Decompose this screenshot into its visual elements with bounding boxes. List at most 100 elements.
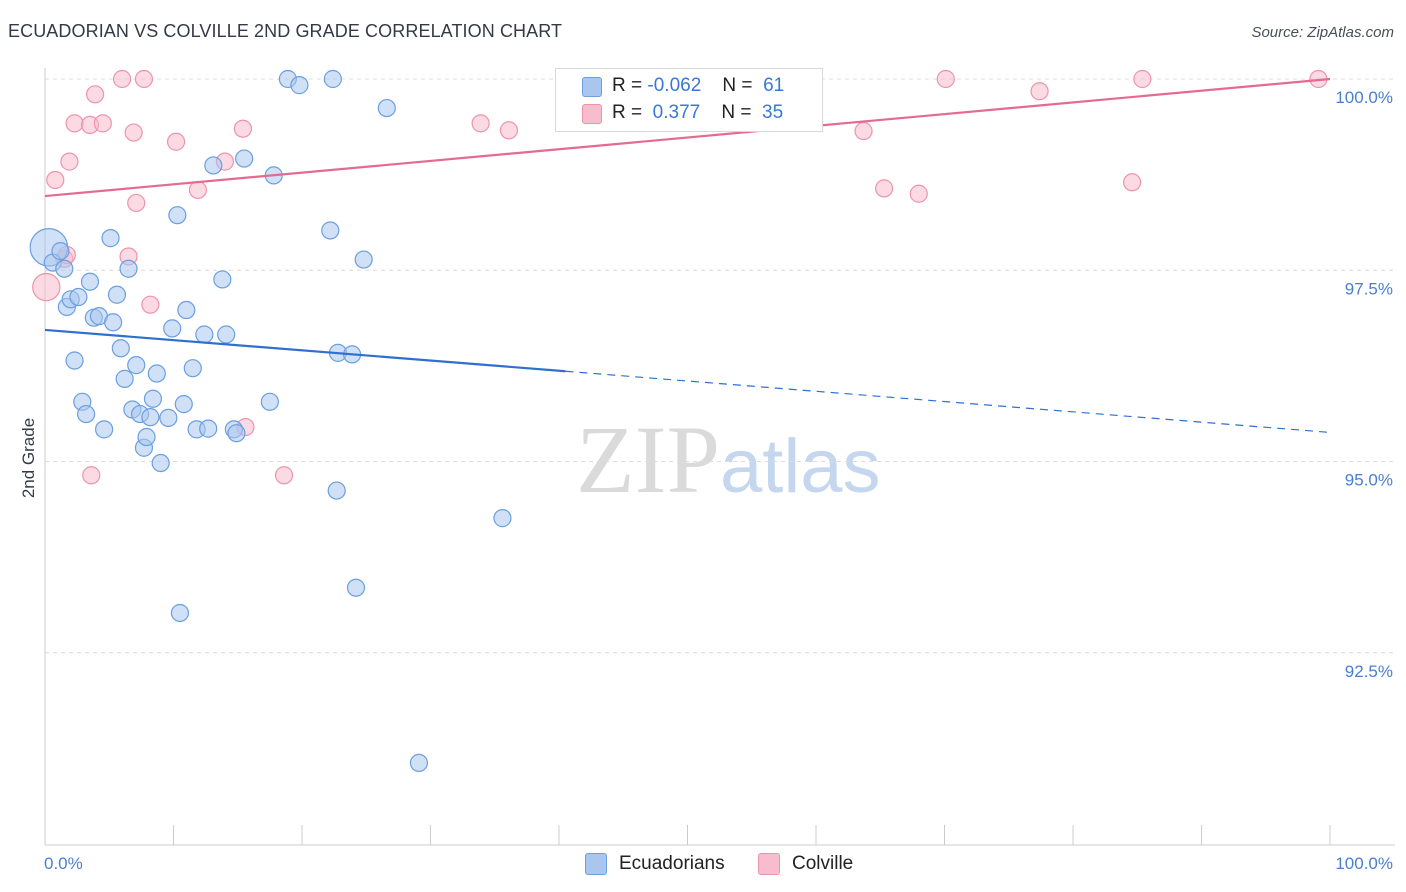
ecuadorian-point — [354, 250, 373, 269]
ecuadorian-trend-line — [44, 328, 566, 373]
ecuadorian-point — [107, 285, 127, 304]
colville-point — [134, 69, 154, 89]
legend-r-value: 0.377 — [647, 102, 701, 123]
ecuadorian-point — [204, 156, 223, 175]
label-layer: 100.0% 97.5% 95.0% 92.5% 0.0% 100.0% 2nd Grade — [19, 88, 1393, 873]
legend-n-label: N = — [721, 102, 752, 123]
ecuadorian-point — [183, 359, 202, 378]
colville-point — [1133, 69, 1152, 89]
ecuadorian-point — [227, 424, 246, 443]
legend-label-ecuadorians: Ecuadorians — [619, 853, 725, 874]
y-tick-label: 92.5% — [1345, 662, 1393, 681]
colville-point — [936, 69, 955, 89]
colville-point — [233, 119, 252, 138]
ecuadorian-point — [195, 325, 214, 344]
legend-n-label: N = — [722, 75, 753, 96]
y-tick-label: 97.5% — [1345, 279, 1393, 298]
ecuadorian-point — [111, 339, 130, 358]
watermark-zip: ZIP — [576, 406, 720, 513]
colville-point — [60, 152, 79, 171]
colville-point — [141, 295, 160, 314]
ecuadorian-point — [69, 287, 88, 307]
ecuadorian-point — [199, 419, 218, 438]
ecuadorian-point — [323, 69, 342, 89]
ecuadorian-point — [127, 356, 146, 375]
y-tick-label: 100.0% — [1335, 88, 1393, 107]
legend-r-label: R = — [612, 75, 643, 96]
points-layer — [29, 69, 1328, 773]
ecuadorian-point — [177, 300, 196, 320]
colville-point — [124, 123, 143, 142]
ecuadorian-point — [77, 404, 96, 424]
ecuadorian-point — [174, 395, 193, 414]
ecuadorian-point — [409, 753, 429, 773]
ecuadorian-point — [377, 98, 396, 118]
ecuadorian-point — [170, 603, 190, 623]
ecuadorian-point — [65, 351, 84, 370]
colville-point — [499, 121, 518, 140]
bottom-legend-colville: Colville — [758, 852, 853, 876]
colville-trend-line — [44, 77, 1331, 198]
colville-point — [1030, 82, 1049, 101]
colville-point — [65, 114, 84, 133]
legend-r-label: R = — [612, 102, 643, 123]
chart-title: ECUADORIAN VS COLVILLE 2ND GRADE CORRELA… — [8, 21, 563, 41]
ecuadorian-point — [159, 408, 178, 427]
y-tick-label: 95.0% — [1345, 471, 1393, 490]
y-axis-label: 2nd Grade — [19, 418, 38, 498]
x-tick-label: 100.0% — [1335, 854, 1393, 873]
ecuadorian-point — [213, 270, 232, 289]
legend-row-colville: R = 0.377 N = 35 — [612, 102, 783, 124]
ecuadorian-point — [115, 369, 134, 388]
colville-point — [46, 170, 65, 190]
colville-point — [1123, 173, 1142, 192]
colville-point — [875, 179, 894, 198]
colville-point — [93, 114, 112, 133]
legend-r-value: -0.062 — [647, 75, 702, 96]
ecuadorian-point — [137, 427, 156, 447]
colville-point — [82, 466, 101, 485]
colville-point — [86, 85, 105, 104]
ecuadorian-point — [101, 229, 120, 248]
ecuadorian-point — [147, 364, 166, 383]
colville-point — [909, 184, 928, 203]
legend-swatch-colville-bottom — [758, 853, 780, 875]
ecuadorian-point — [217, 325, 236, 344]
colville-point — [854, 121, 873, 141]
ecuadorian-point — [346, 578, 366, 597]
colville-point — [188, 180, 208, 200]
colville-point — [166, 132, 186, 151]
ecuadorian-point — [80, 272, 100, 291]
ecuadorian-point — [104, 313, 123, 332]
legend-swatch-ecuadorians — [582, 77, 602, 97]
ecuadorian-point — [168, 206, 187, 225]
ecuadorian-point — [151, 453, 170, 473]
ecuadorian-point — [290, 76, 309, 95]
legend-n-value: 35 — [762, 102, 784, 123]
legend-swatch-colville — [582, 104, 602, 124]
colville-point — [32, 272, 61, 302]
ecuadorian-trend-extension — [565, 370, 1331, 434]
axis-layer — [44, 68, 1395, 846]
watermark-atlas: atlas — [720, 424, 881, 509]
ecuadorian-point — [119, 259, 138, 278]
ecuadorian-point — [493, 509, 512, 528]
colville-point — [471, 114, 490, 133]
ecuadorian-point — [163, 319, 182, 338]
legend-label-colville: Colville — [792, 853, 854, 874]
legend-row-ecuadorians: R = -0.062 N = 61 — [612, 75, 784, 97]
legend-n-value: 61 — [763, 75, 785, 96]
ecuadorian-point — [235, 149, 254, 168]
source-label: Source: ZipAtlas.com — [1251, 24, 1394, 41]
ecuadorian-point — [321, 221, 340, 240]
ecuadorian-point — [143, 389, 163, 408]
ecuadorian-point — [141, 408, 160, 427]
ecuadorian-point — [51, 242, 70, 261]
x-tick-label: 0.0% — [44, 854, 83, 873]
ecuadorian-point — [327, 481, 346, 500]
trend-layer — [44, 77, 1331, 434]
colville-point — [127, 193, 146, 213]
correlation-legend: R = -0.062 N = 61 R = 0.377 N = 35 — [555, 68, 823, 132]
bottom-legend-ecuadorians: Ecuadorians — [585, 852, 725, 876]
